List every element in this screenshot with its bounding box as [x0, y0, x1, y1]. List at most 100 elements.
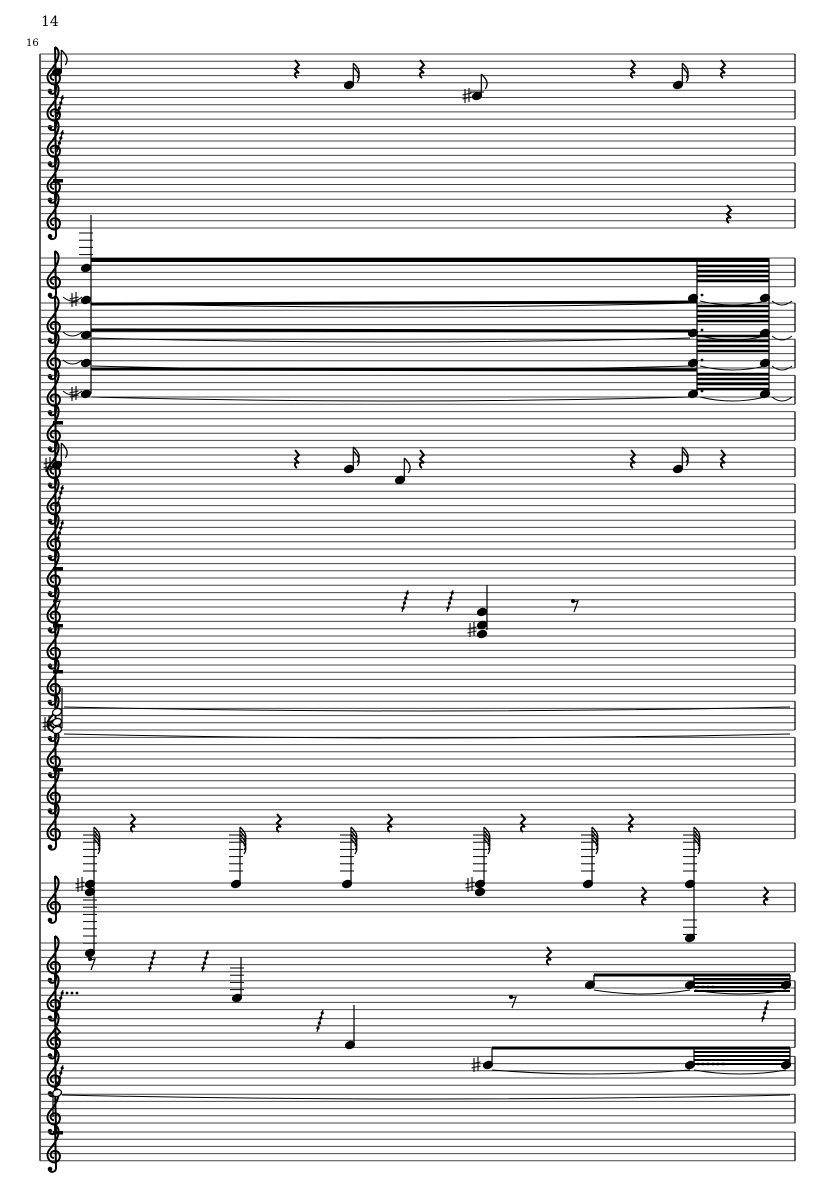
note-flag [352, 446, 360, 463]
note-flag [693, 838, 701, 855]
note-flag [480, 73, 488, 90]
notehead [687, 389, 699, 399]
treble-clef-icon [47, 735, 53, 741]
notehead [684, 879, 696, 889]
sixty-fourth-rest [149, 961, 153, 965]
whole-rest [53, 670, 63, 674]
sixty-fourth-rest [202, 961, 206, 965]
quarter-rest [418, 59, 426, 79]
sharp-accidental [43, 457, 53, 472]
quarter-rest [386, 813, 394, 833]
sixty-fourth-rest [449, 596, 453, 600]
notehead [80, 263, 92, 273]
notehead [80, 358, 92, 368]
notehead [84, 948, 96, 958]
sixty-fourth-rest [57, 531, 62, 535]
augmentation-dot [696, 1062, 700, 1066]
treble-clef-icon [47, 808, 53, 813]
sixty-fourth-rest [320, 1011, 324, 1015]
whole-rest [53, 421, 63, 425]
sharp-accidental [467, 622, 477, 637]
notehead [582, 879, 594, 889]
augmentation-dot [75, 991, 79, 995]
augmentation-dot [711, 985, 715, 989]
quarter-rest [629, 449, 637, 469]
tie [63, 733, 791, 739]
sixty-fourth-rest [762, 1011, 767, 1015]
augmentation-dot [70, 991, 74, 995]
sharp-accidental [42, 716, 52, 731]
sixty-fourth-rest [59, 101, 63, 105]
sixty-fourth-rest [405, 591, 409, 595]
augmentation-dot [700, 293, 704, 297]
sixty-fourth-rest [59, 1071, 63, 1075]
notehead [51, 707, 63, 717]
sixty-fourth-rest [317, 1021, 321, 1025]
notehead [80, 330, 92, 340]
notehead [584, 980, 596, 990]
note-flag [352, 66, 360, 83]
sixty-fourth-rest [764, 1006, 768, 1010]
tie [62, 331, 83, 337]
note-flag [239, 838, 247, 855]
sixty-fourth-rest [319, 1016, 323, 1020]
whole-rest [53, 179, 63, 183]
note-flag [239, 834, 247, 851]
notehead [476, 607, 488, 617]
sixty-fourth-rest [204, 956, 208, 960]
treble-clef-icon [47, 88, 53, 94]
notehead [474, 887, 486, 897]
treble-clef-icon [47, 1166, 53, 1172]
augmentation-dot [700, 328, 704, 332]
notehead [344, 1040, 356, 1050]
measure-number: 16 [26, 38, 39, 49]
note-flag [350, 834, 358, 851]
treble-clef-icon [47, 772, 53, 777]
sixty-fourth-rest [57, 1001, 62, 1005]
sixty-fourth-rest [59, 526, 63, 530]
note-flag [60, 442, 68, 459]
whole-rest [53, 1131, 63, 1135]
treble-clef-icon [47, 1015, 53, 1021]
notehead [482, 1060, 494, 1070]
note-flag [350, 838, 358, 855]
augmentation-dot [700, 358, 704, 362]
sixty-fourth-rest [56, 146, 60, 150]
sharp-accidental [69, 292, 79, 307]
quarter-rest [627, 813, 635, 833]
treble-clef-icon [47, 161, 53, 166]
tie [91, 396, 691, 402]
sixty-fourth-rest [57, 1076, 62, 1080]
notehead [474, 879, 486, 889]
quarter-rest [275, 813, 283, 833]
notehead [51, 725, 63, 735]
sixty-fourth-rest [446, 606, 450, 610]
treble-clef-icon [47, 844, 53, 850]
eighth-rest [88, 958, 96, 971]
quarter-rest [629, 59, 637, 79]
treble-clef-icon [47, 663, 53, 669]
eighth-rest [571, 600, 579, 613]
quarter-rest [293, 59, 301, 79]
quarter-rest [293, 449, 301, 469]
sixty-fourth-rest [59, 136, 63, 140]
tie [491, 1069, 691, 1075]
sharp-accidental [471, 1057, 481, 1072]
treble-clef-icon [47, 699, 53, 705]
whole-rest [53, 567, 63, 571]
notehead [687, 358, 699, 368]
tie [62, 296, 83, 302]
note-flag [483, 838, 491, 855]
note-flag [681, 62, 689, 79]
sixty-fourth-rest [57, 496, 62, 500]
note-flag [681, 66, 689, 83]
sixty-fourth-rest [60, 991, 64, 995]
notehead [341, 879, 353, 889]
note-flag [352, 450, 360, 467]
note-flag [352, 62, 360, 79]
quarter-rest [54, 1026, 62, 1046]
sixty-fourth-rest [56, 111, 60, 115]
augmentation-dot [721, 1062, 725, 1066]
tie [593, 989, 691, 995]
quarter-rest [725, 204, 733, 224]
